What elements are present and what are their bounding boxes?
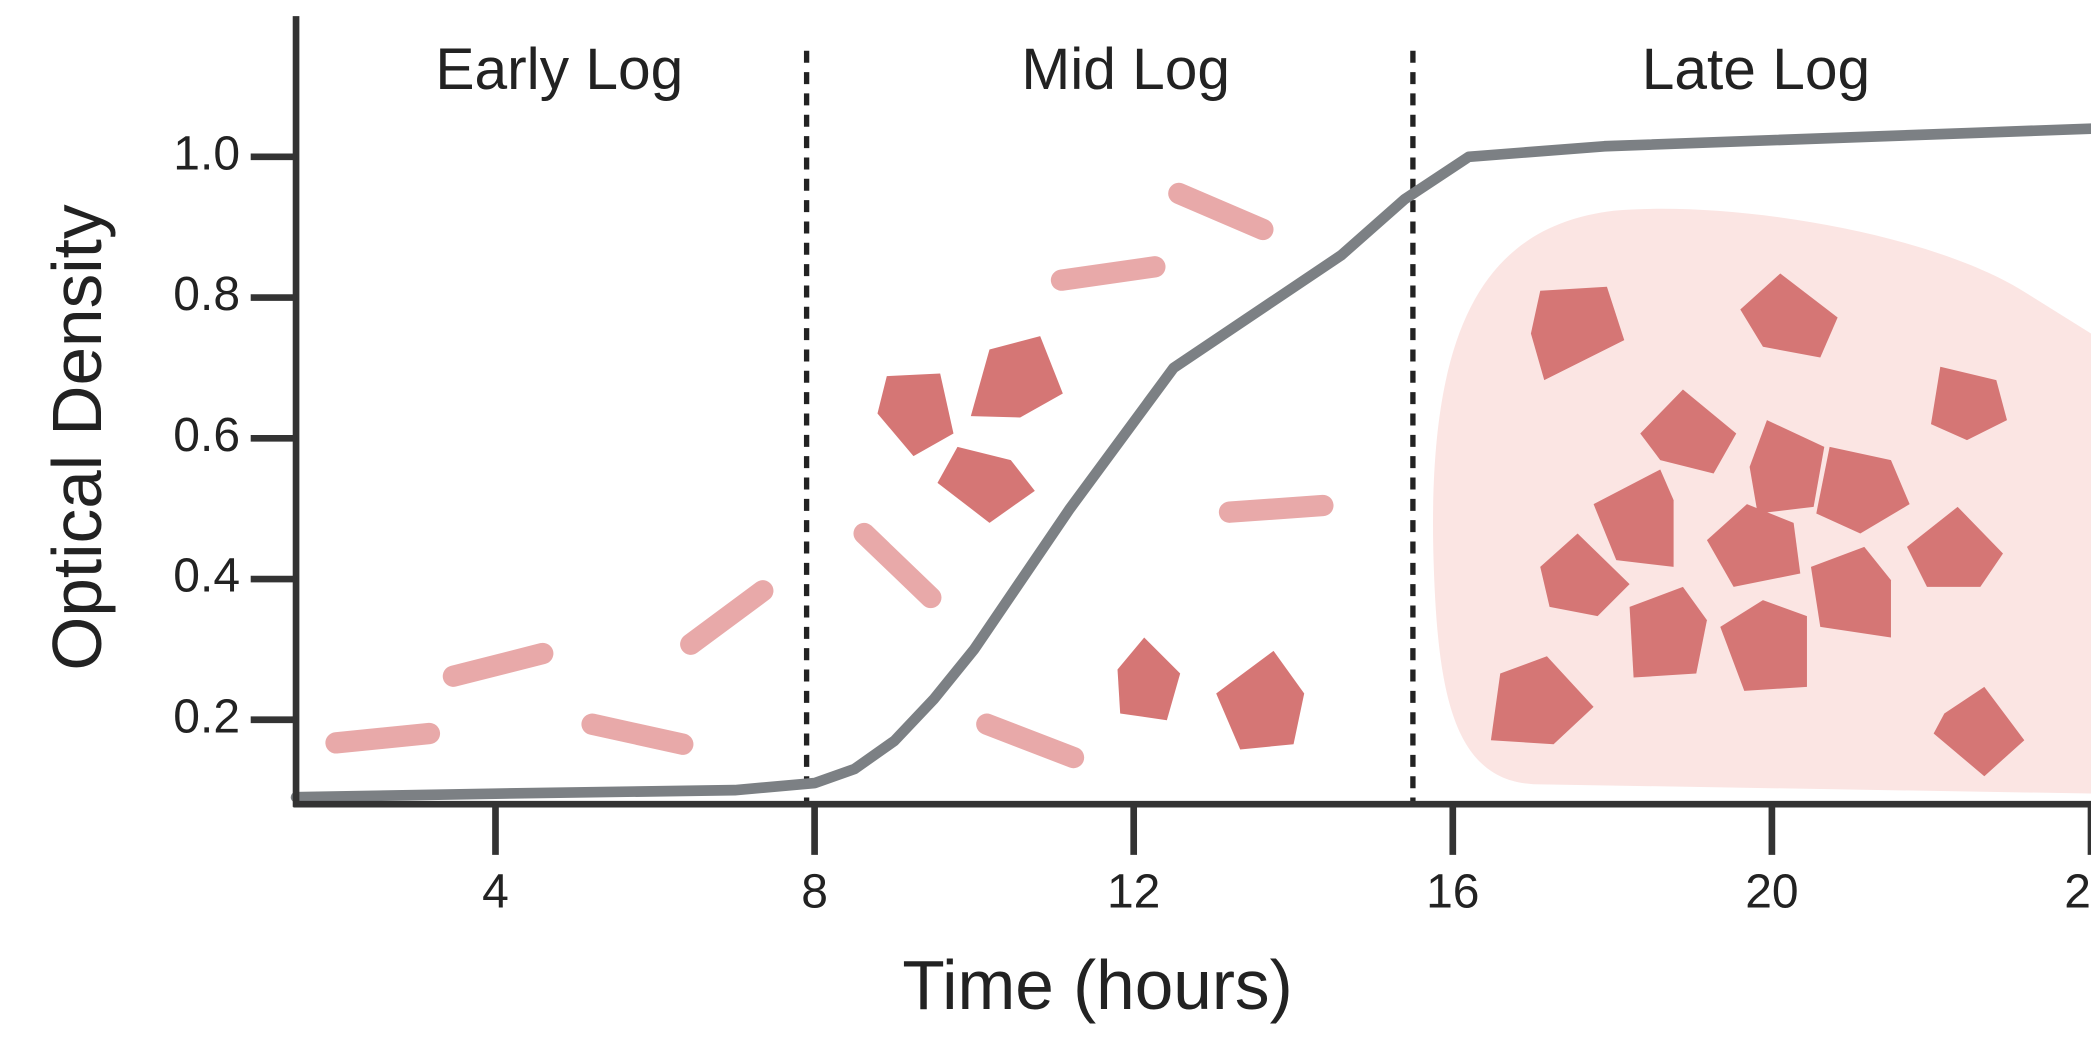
x-tick-label: 20 <box>1745 866 1798 919</box>
x-axis-title: Time (hours) <box>902 946 1292 1024</box>
illustration <box>336 193 2091 793</box>
y-tick-label: 0.2 <box>173 690 240 743</box>
phase-label: Early Log <box>435 37 683 102</box>
rod-cell <box>1179 193 1263 229</box>
rod-cell <box>592 724 683 744</box>
rod-cell <box>987 724 1074 757</box>
phase-label: Mid Log <box>1021 37 1230 102</box>
y-tick-label: 0.4 <box>173 550 240 603</box>
rod-cell <box>691 591 763 644</box>
x-tick-label: 24 <box>2064 866 2091 919</box>
x-tick-label: 8 <box>801 866 828 919</box>
y-tick-label: 0.8 <box>173 268 240 321</box>
chart: Early Log Mid Log Late Log 0.2 0.4 0.6 0.8 1.0 4… <box>0 0 2091 1039</box>
rod-cell <box>864 534 931 598</box>
x-tick-label: 12 <box>1107 866 1160 919</box>
phase-label: Late Log <box>1642 37 1870 102</box>
rod-cell <box>1062 267 1155 280</box>
x-tick-label: 16 <box>1426 866 1479 919</box>
x-tick-label: 4 <box>482 866 509 919</box>
y-tick-label: 1.0 <box>173 127 240 180</box>
y-tick-label: 0.6 <box>173 409 240 462</box>
rod-cell <box>1230 505 1323 512</box>
page: {"chart_data": {"type": "line", "xlabel"… <box>0 0 2091 1039</box>
rod-cell <box>453 654 542 677</box>
y-axis-title: Optical Density <box>38 204 116 671</box>
rod-cell <box>336 734 429 743</box>
